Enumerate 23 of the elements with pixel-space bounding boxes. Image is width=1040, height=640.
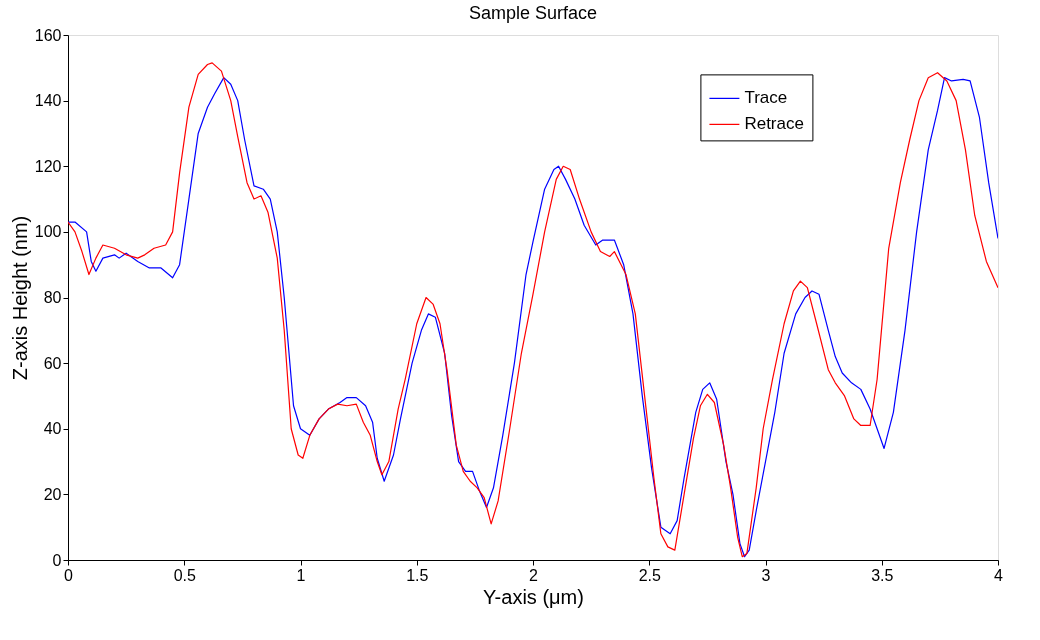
y-tick-label: 160 <box>34 26 62 44</box>
y-tick-label: 120 <box>34 157 62 175</box>
y-axis-title: Z-axis Height (nm) <box>8 215 31 381</box>
y-tick-label: 100 <box>34 223 62 241</box>
legend-label: Trace <box>744 88 788 108</box>
x-tick-label: 1.5 <box>406 566 429 584</box>
y-tick-label: 0 <box>52 551 62 569</box>
x-tick-label: 2 <box>529 566 539 584</box>
y-tick-label: 80 <box>43 289 62 306</box>
x-tick-label: 0 <box>64 566 74 584</box>
x-axis-title: Y-axis (μm) <box>483 585 584 608</box>
x-tick-label: 1 <box>296 566 306 584</box>
y-tick-label: 60 <box>43 354 62 372</box>
x-tick-label: 3.5 <box>871 566 894 584</box>
x-tick-label: 4 <box>994 566 1004 584</box>
y-tick-label: 20 <box>43 485 62 503</box>
y-tick-label: 40 <box>43 420 62 438</box>
x-tick-label: 3 <box>761 566 771 584</box>
legend-label: Retrace <box>744 114 804 134</box>
x-tick-label: 0.5 <box>173 566 196 584</box>
y-tick-label: 140 <box>34 92 62 110</box>
x-tick-label: 2.5 <box>638 566 661 584</box>
chart-title: Sample Surface <box>468 3 598 23</box>
